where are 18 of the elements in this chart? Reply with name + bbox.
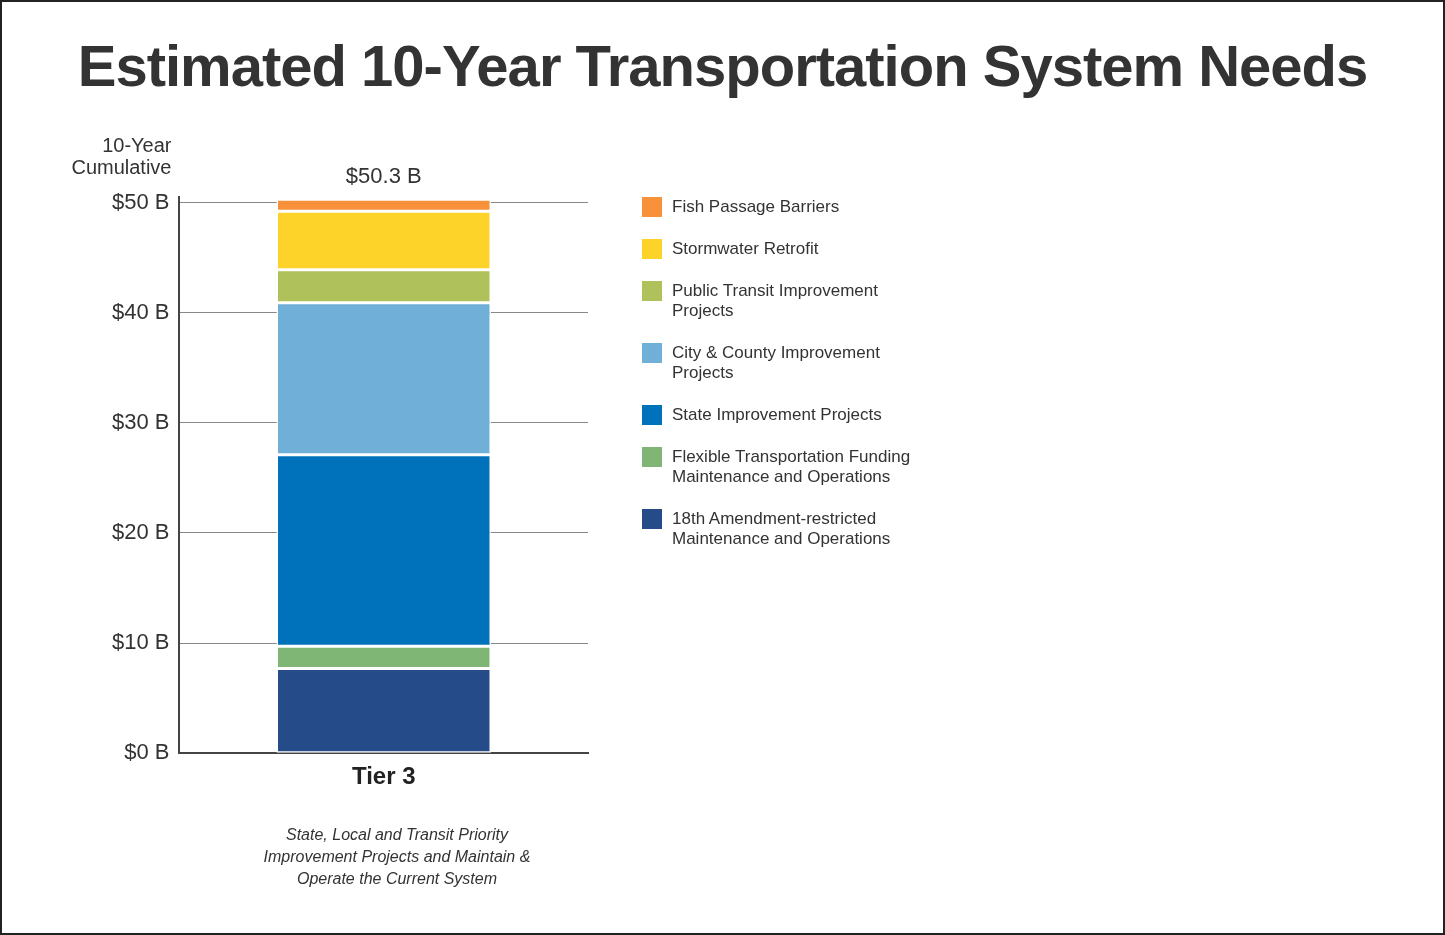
y-tick-label: $30 B [111,408,170,434]
text: State, Local and Transit Priority Improvement Projects and Maintain & Operate the Current System [262,825,532,889]
y-tick-label: $50 B [111,188,170,214]
legend-label: 18th Amendment-restricted Maintenance and Operations [672,509,892,549]
legend-label: Public Transit Improvement Projects [672,281,879,321]
x-tick-label: Tier 3 [351,762,416,790]
y-axis-title: 10-Year Cumulative [71,134,172,178]
y-tick-label: $10 B [111,629,170,655]
y-tick-label: $40 B [111,298,170,324]
legend-label: Flexible Transportation Funding Maintenance and Operations [672,447,912,487]
legend-label: State Improvement Projects [672,405,883,425]
total-label: $50.3 B [345,163,422,189]
legend-label: Stormwater Retrofit [672,239,820,259]
legend-label: City & County Improvement Projects [672,343,881,383]
y-tick-label: $20 B [111,518,170,544]
y-tick-label: $0 B [124,739,170,765]
legend-label: Fish Passage Barriers [672,197,841,217]
text: Estimated 10-Year Transportation System Needs [76,32,1369,99]
